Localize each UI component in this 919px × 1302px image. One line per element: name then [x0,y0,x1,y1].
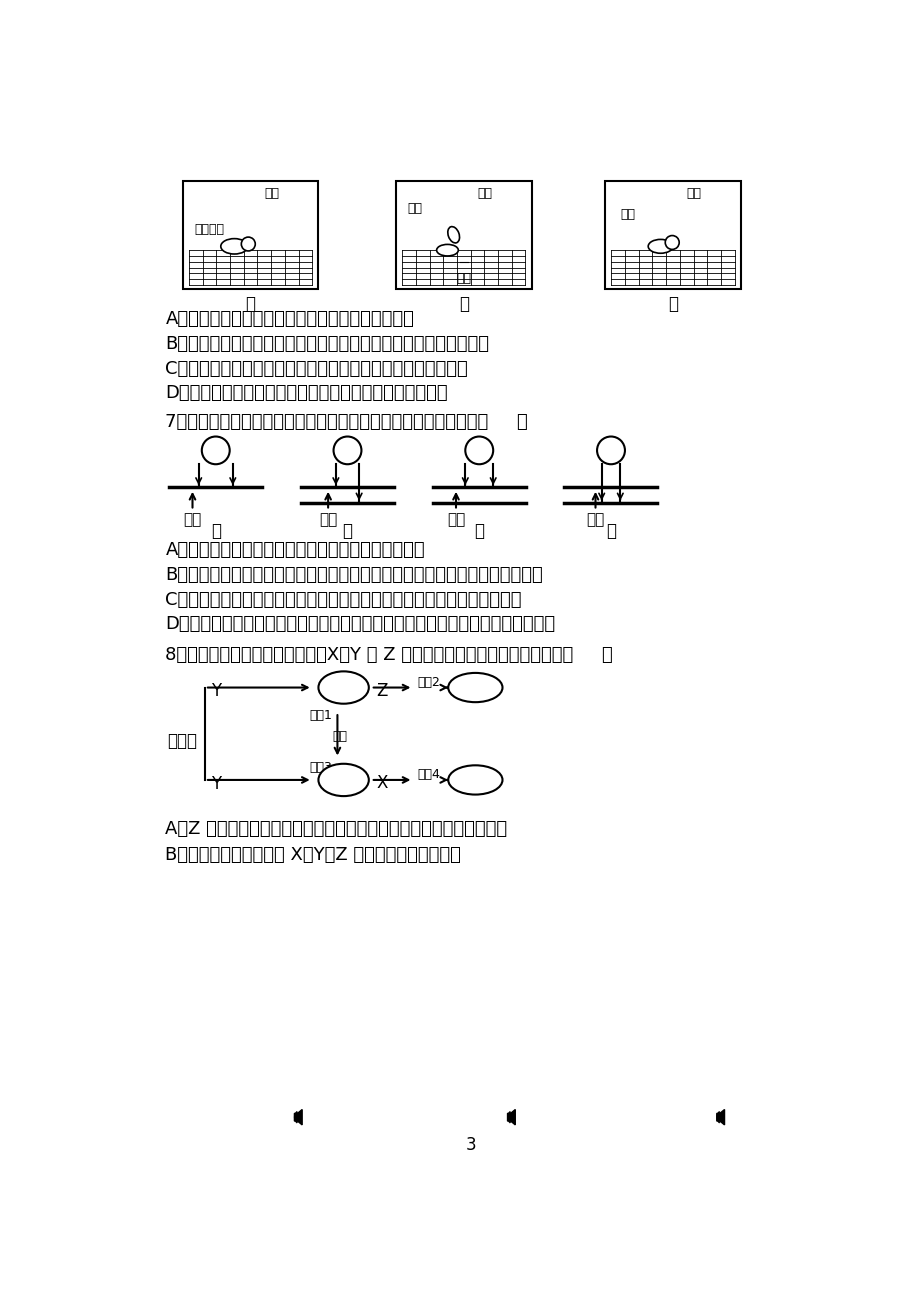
Ellipse shape [318,672,369,703]
Circle shape [465,436,493,465]
Text: 下丘脑: 下丘脑 [166,733,197,750]
Text: 刺激: 刺激 [585,512,604,527]
Text: 3: 3 [466,1135,476,1154]
Text: X: X [376,773,388,792]
Ellipse shape [448,227,460,243]
Text: B．图中血糖平衡是通过 X、Y、Z 参与的体液调节实现的: B．图中血糖平衡是通过 X、Y、Z 参与的体液调节实现的 [165,846,460,865]
Text: 声音: 声音 [477,187,492,201]
Text: 刺激: 刺激 [183,512,201,527]
Circle shape [664,236,678,250]
Polygon shape [507,1109,515,1125]
Text: 血糖: 血糖 [332,730,346,743]
Ellipse shape [437,245,458,256]
Text: 甲: 甲 [210,522,221,540]
Circle shape [201,436,230,465]
Text: 刺激: 刺激 [447,512,465,527]
Ellipse shape [318,764,369,796]
Text: 自由活动: 自由活动 [194,223,224,236]
Ellipse shape [221,238,247,254]
Text: 甲: 甲 [245,294,255,312]
Text: A．可用图甲装置或图丙装置测量神经纤维的静息电位: A．可用图甲装置或图丙装置测量神经纤维的静息电位 [165,542,425,560]
Text: R: R [210,447,221,465]
Text: 丙: 丙 [667,294,677,312]
Text: 电击: 电击 [456,272,471,285]
Text: 乙: 乙 [342,522,352,540]
Polygon shape [716,1109,724,1125]
Text: 细胞: 细胞 [335,687,351,700]
Circle shape [241,237,255,251]
Text: R: R [341,447,353,465]
Text: 受体3: 受体3 [309,762,332,775]
Text: R: R [605,447,616,465]
Text: 受体1: 受体1 [309,710,332,723]
Text: D．电击引起的恐惧反射比声音引起的恐惧反射经历时间长: D．电击引起的恐惧反射比声音引起的恐惧反射经历时间长 [165,384,448,402]
Circle shape [596,436,624,465]
Bar [183,181,318,289]
Text: B．若对图丙中的老鼠给予电击刺激，则此时电击刺激为非条件刺激: B．若对图丙中的老鼠给予电击刺激，则此时电击刺激为非条件刺激 [165,335,489,353]
Text: 恐惧: 恐惧 [407,202,422,215]
Text: Y: Y [210,775,221,793]
Text: R: R [473,447,484,465]
Text: 刺激: 刺激 [319,512,337,527]
Text: C．图丙中的老鼠已形成恐惧反射，此时恐惧反射的中枢在脊髓: C．图丙中的老鼠已形成恐惧反射，此时恐惧反射的中枢在脊髓 [165,359,468,378]
Bar [605,181,740,289]
Polygon shape [294,1109,301,1125]
Text: 组织细胞: 组织细胞 [460,777,490,790]
Ellipse shape [648,240,673,254]
Text: Y: Y [210,682,221,700]
Text: A．图甲中，声音属于条件刺激，图乙表示强化过程: A．图甲中，声音属于条件刺激，图乙表示强化过程 [165,310,414,328]
Text: 8．如图为人体血糖调节示意图，X、Y 和 Z 表示信息分子。下列选项正确的是（     ）: 8．如图为人体血糖调节示意图，X、Y 和 Z 表示信息分子。下列选项正确的是（ … [165,646,612,664]
Text: B．图乙中神经纤维未受刺激时，灵敏电流计偏转的大小代表了静息电位的大小: B．图乙中神经纤维未受刺激时，灵敏电流计偏转的大小代表了静息电位的大小 [165,566,542,583]
Text: 胰岛A: 胰岛A [332,677,355,690]
Text: 胰岛: 胰岛 [335,769,351,783]
Text: 丁: 丁 [606,522,616,540]
Circle shape [334,436,361,465]
Text: A．Z 是胰高血糖素，主要作用于肝脏和肌肉，促进糖原水解为葡萄糖: A．Z 是胰高血糖素，主要作用于肝脏和肌肉，促进糖原水解为葡萄糖 [165,820,507,838]
Text: 乙: 乙 [459,294,469,312]
Ellipse shape [448,673,502,702]
Text: 受体4: 受体4 [417,768,439,781]
Text: 声音: 声音 [686,187,701,201]
Text: Z: Z [376,682,388,699]
Bar [395,181,531,289]
Text: 恐惧: 恐惧 [620,208,635,221]
Text: 受体2: 受体2 [417,676,439,689]
Text: 7．下面是测量神经纤维上电位变化的装置图，有关说法正确的是（     ）: 7．下面是测量神经纤维上电位变化的装置图，有关说法正确的是（ ） [165,414,528,431]
Text: 丙: 丙 [473,522,483,540]
Ellipse shape [448,766,502,794]
Text: B细胞: B细胞 [332,780,355,793]
Text: D．给予图丁中神经纤维一个强刺激，灵敏电流计的指针不偏转，说明未产生兴奋: D．给予图丁中神经纤维一个强刺激，灵敏电流计的指针不偏转，说明未产生兴奋 [165,615,555,633]
Text: C．给予图甲和图丙中神经纤维一个强刺激后，发生偏转的方向和次数相同: C．给予图甲和图丙中神经纤维一个强刺激后，发生偏转的方向和次数相同 [165,591,521,608]
Text: 组织细胞: 组织细胞 [460,685,490,698]
Text: 声音: 声音 [264,187,278,201]
